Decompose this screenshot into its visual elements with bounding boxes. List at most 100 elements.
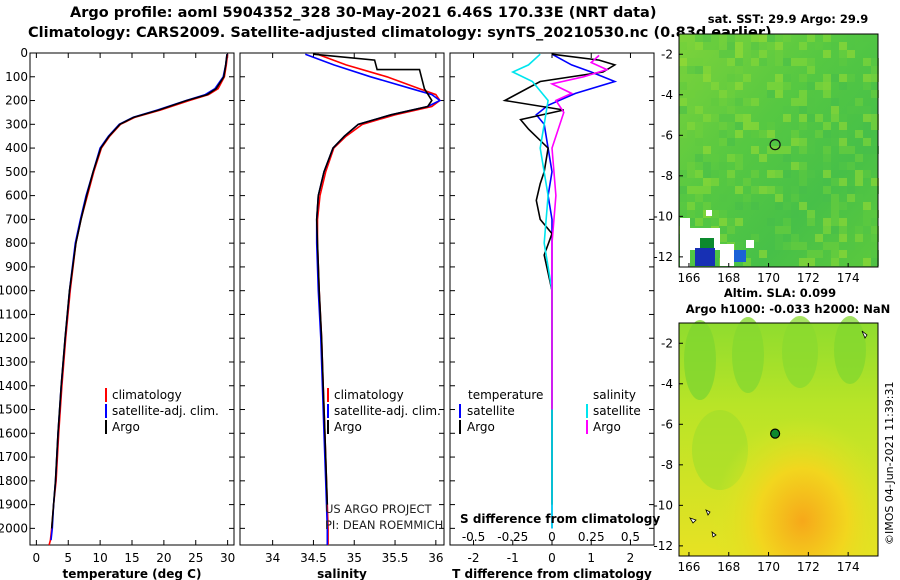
sst-cell (703, 42, 711, 50)
land-patch (746, 240, 754, 248)
lat-tick-label: -12 (653, 539, 673, 553)
sst-cell (695, 194, 703, 202)
float-position-marker (770, 428, 781, 439)
x-tick-label: 34.5 (300, 551, 327, 565)
sst-cell (831, 258, 839, 266)
sst-cell (735, 66, 743, 74)
sst-cell (863, 146, 871, 154)
lat-tick-label: -4 (661, 88, 673, 102)
sst-axis-ticks: 166 168 170 172 174 -2 -4 -6 -8 -10 -12 (653, 47, 859, 285)
x-axis-title: T difference from climatology (452, 567, 652, 580)
sst-cell (727, 218, 735, 226)
temperature-legend: climatology satellite-adj. clim. Argo (105, 388, 219, 434)
sst-cell (775, 90, 783, 98)
sst-cell (839, 250, 847, 258)
land-patch (680, 218, 690, 268)
float-position-marker (769, 139, 781, 151)
lat-tick-label: -8 (661, 458, 673, 472)
sst-cell (751, 186, 759, 194)
sst-cell (679, 90, 687, 98)
sst-cell (839, 234, 847, 242)
y-tick-label: 1600 (0, 426, 28, 440)
sst-cell (783, 226, 791, 234)
sst-cell (791, 130, 799, 138)
y-tick-label: 0 (20, 46, 28, 60)
sst-cell (703, 146, 711, 154)
sst-cell (735, 98, 743, 106)
sst-cell (831, 74, 839, 82)
sst-cell (711, 218, 719, 226)
sst-cell (751, 42, 759, 50)
sst-cell (695, 82, 703, 90)
sst-cell (839, 50, 847, 58)
lon-tick-label: 166 (677, 271, 700, 285)
sst-cell (783, 82, 791, 90)
sst-cell (735, 114, 743, 122)
sla-map: 166 168 170 172 174 -2 -4 -6 -8 -10 -12 (653, 316, 879, 574)
sst-cell (727, 138, 735, 146)
sst-cell (783, 114, 791, 122)
sst-cell (767, 122, 775, 130)
imos-credit: ©IMOS 04-Jun-2021 11:39:31 (883, 381, 896, 545)
sst-cell (775, 58, 783, 66)
legend-label-climatology: climatology (112, 388, 182, 402)
sst-cell (695, 42, 703, 50)
lon-tick-label: 172 (797, 271, 820, 285)
sst-cell (807, 218, 815, 226)
sst-cell (791, 194, 799, 202)
sst-cell (727, 82, 735, 90)
sst-cell (679, 66, 687, 74)
sst-cell (855, 226, 863, 234)
sst-cell (727, 178, 735, 186)
sst-cell (743, 98, 751, 106)
sst-cell (791, 138, 799, 146)
island (705, 509, 711, 516)
series-line-argo (50, 54, 228, 529)
sst-cell (855, 178, 863, 186)
sst-cell (743, 194, 751, 202)
sst-cell (831, 106, 839, 114)
sst-cell (711, 114, 719, 122)
sst-cell (831, 98, 839, 106)
sst-cell (687, 66, 695, 74)
sst-cell (871, 258, 879, 266)
lon-tick-label: 174 (837, 271, 860, 285)
sst-cell (863, 202, 871, 210)
credit-pi: PI: DEAN ROEMMICH (325, 518, 443, 532)
difference-legend: temperature salinity satellite Argo sate… (459, 388, 641, 434)
sst-cell (839, 82, 847, 90)
sst-cell (743, 258, 751, 266)
sst-cell (735, 218, 743, 226)
sst-cell (799, 186, 807, 194)
legend-label-satellite-adj: satellite-adj. clim. (112, 404, 219, 418)
sst-cell (783, 154, 791, 162)
sst-cell (751, 50, 759, 58)
legend-label-climatology: climatology (334, 388, 404, 402)
sst-map-title: sat. SST: 29.9 Argo: 29.9 (708, 12, 868, 26)
sst-cell (727, 34, 735, 42)
x-tick-label: 5 (64, 551, 72, 565)
difference-profile-panel: -2 -1 0 1 2 -0.5 -0.25 0 0.25 0.5 T difference fro… (449, 52, 655, 580)
x-tick-label: 30 (220, 551, 235, 565)
sst-cell (855, 106, 863, 114)
sst-cell (839, 42, 847, 50)
sst-cell (823, 154, 831, 162)
y-tick-label: 900 (5, 260, 28, 274)
sst-cell (703, 114, 711, 122)
sst-cell (687, 90, 695, 98)
sla-map-title-2: Argo h1000: -0.033 h2000: NaN (686, 302, 890, 316)
sst-cell (831, 194, 839, 202)
sst-cell (791, 122, 799, 130)
x-tick-label: 2 (627, 551, 635, 565)
y-tick-label: 1000 (0, 284, 28, 298)
sst-cell (735, 162, 743, 170)
x-tick-label: -2 (468, 551, 480, 565)
sst-cell (767, 146, 775, 154)
sst-cell (815, 114, 823, 122)
sst-cell (783, 218, 791, 226)
sst-cell (863, 170, 871, 178)
lat-tick-label: -8 (661, 169, 673, 183)
sst-cell (807, 138, 815, 146)
sst-cell (679, 98, 687, 106)
